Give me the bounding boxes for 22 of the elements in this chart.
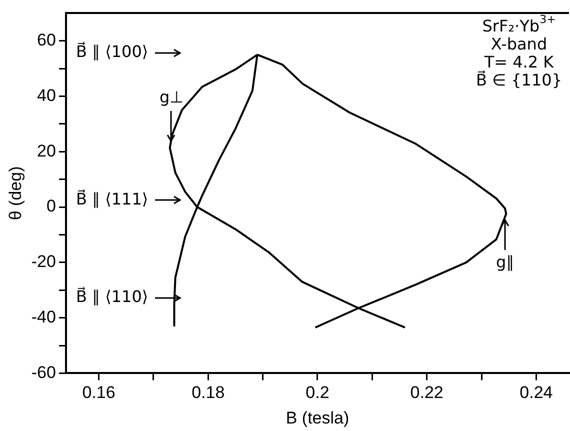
annotation: B⃗ ∈ {110} [476,69,562,90]
x-tick-label: 0.16 [82,383,116,402]
y-tick-label: -40 [31,308,56,327]
x-tick-label: 0.22 [410,383,444,402]
y-tick-label: 40 [37,86,56,105]
x-tick-label: 0.2 [306,383,330,402]
annotation: B⃗ ∥ ⟨100⟩ [76,41,148,61]
y-tick-label: 20 [37,141,56,160]
y-tick-label: -60 [31,362,56,382]
annotation: B⃗ ∥ ⟨111⟩ [76,188,148,209]
y-tick-label: 60 [37,30,56,50]
x-tick-label: 0.18 [192,383,225,402]
x-axis-title: B (tesla) [286,408,350,428]
annotation: T= 4.2 K [483,52,554,72]
annotation: g⊥ [159,87,184,106]
annotation: X-band [490,34,548,54]
y-tick-label: 0 [46,196,56,216]
annotation: B⃗ ∥ ⟨110⟩ [76,286,148,306]
x-tick-label: 0.24 [520,383,553,402]
y-tick-label: -20 [31,252,56,272]
annotation: g∥ [496,252,514,272]
y-axis-title: θ (deg) [6,166,25,220]
